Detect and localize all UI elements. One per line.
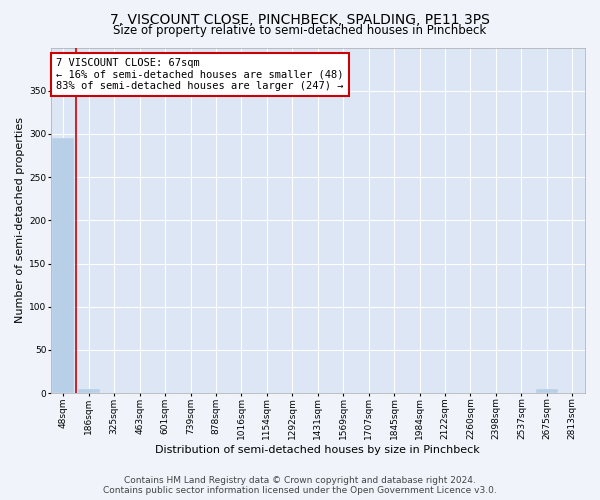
Text: 7 VISCOUNT CLOSE: 67sqm
← 16% of semi-detached houses are smaller (48)
83% of se: 7 VISCOUNT CLOSE: 67sqm ← 16% of semi-de… xyxy=(56,58,343,91)
Bar xyxy=(52,138,74,393)
Bar xyxy=(78,389,100,393)
Text: 7, VISCOUNT CLOSE, PINCHBECK, SPALDING, PE11 3PS: 7, VISCOUNT CLOSE, PINCHBECK, SPALDING, … xyxy=(110,12,490,26)
Bar xyxy=(536,389,557,393)
X-axis label: Distribution of semi-detached houses by size in Pinchbeck: Distribution of semi-detached houses by … xyxy=(155,445,480,455)
Text: Contains HM Land Registry data © Crown copyright and database right 2024.
Contai: Contains HM Land Registry data © Crown c… xyxy=(103,476,497,495)
Y-axis label: Number of semi-detached properties: Number of semi-detached properties xyxy=(15,118,25,324)
Text: Size of property relative to semi-detached houses in Pinchbeck: Size of property relative to semi-detach… xyxy=(113,24,487,37)
